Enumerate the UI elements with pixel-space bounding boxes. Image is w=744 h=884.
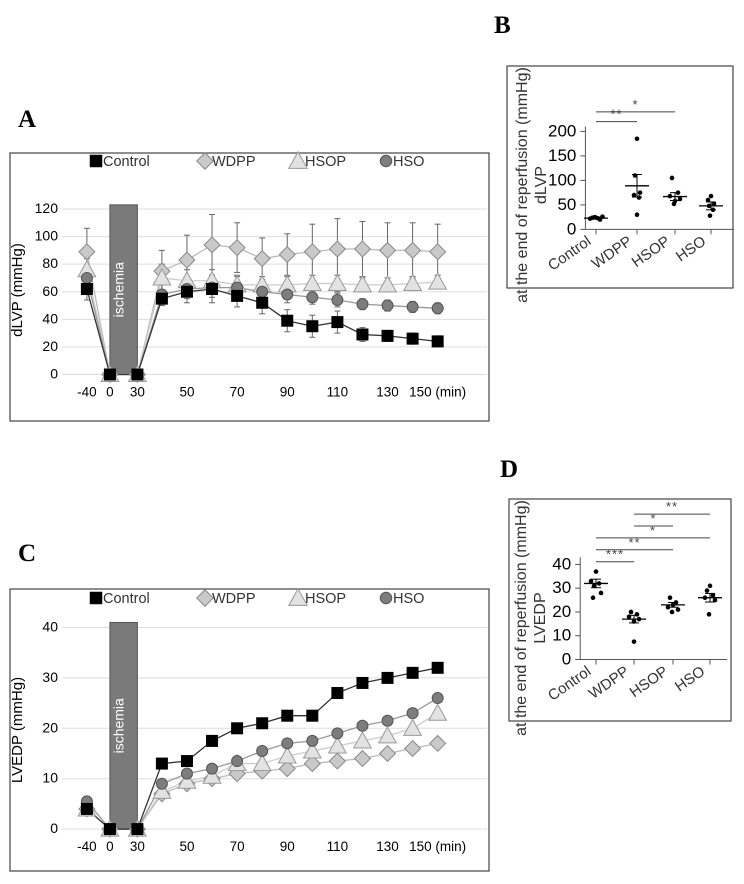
svg-text:at the end of reperfusion (mmH: at the end of reperfusion (mmHg): [513, 500, 530, 736]
svg-text:200: 200: [548, 121, 576, 140]
svg-text:**: **: [666, 499, 678, 514]
svg-text:at the end of reperfusion (mmH: at the end of reperfusion (mmHg): [514, 67, 531, 303]
svg-text:30: 30: [42, 669, 58, 685]
svg-text:130: 130: [376, 385, 399, 400]
svg-text:40: 40: [42, 310, 58, 326]
svg-text:60: 60: [42, 283, 58, 299]
svg-text:HSOP: HSOP: [627, 663, 672, 701]
svg-text:40: 40: [552, 554, 571, 573]
svg-text:110: 110: [327, 385, 349, 400]
svg-text:**: **: [610, 107, 622, 122]
svg-text:**: **: [628, 535, 640, 550]
svg-text:10: 10: [42, 770, 58, 786]
svg-text:0: 0: [562, 650, 571, 669]
svg-text:50: 50: [179, 385, 194, 400]
svg-text:Control: Control: [103, 154, 150, 170]
svg-text:50: 50: [557, 195, 576, 214]
svg-text:ischemia: ischemia: [111, 262, 127, 317]
svg-text:HSO: HSO: [672, 663, 708, 696]
svg-text:WDPP: WDPP: [589, 233, 636, 273]
svg-text:0: 0: [50, 820, 58, 836]
svg-text:100: 100: [35, 228, 59, 244]
svg-text:ischemia: ischemia: [111, 698, 127, 753]
svg-text:70: 70: [230, 839, 245, 854]
svg-text:Control: Control: [103, 591, 150, 607]
svg-text:***: ***: [606, 547, 624, 562]
svg-text:120: 120: [35, 200, 59, 216]
svg-text:HSO: HSO: [673, 233, 709, 266]
svg-text:*: *: [632, 97, 638, 112]
svg-text:80: 80: [42, 255, 58, 271]
svg-text:100: 100: [548, 170, 576, 189]
svg-text:WDPP: WDPP: [212, 591, 256, 607]
svg-text:HSO: HSO: [393, 154, 424, 170]
svg-text:90: 90: [280, 385, 295, 400]
svg-text:Control: Control: [545, 663, 594, 705]
svg-text:0: 0: [106, 385, 114, 400]
svg-text:20: 20: [42, 719, 58, 735]
svg-text:LVEDP: LVEDP: [532, 592, 549, 643]
svg-text:HSOP: HSOP: [629, 233, 674, 271]
svg-text:150 (min): 150 (min): [409, 385, 466, 400]
svg-text:0: 0: [106, 839, 114, 854]
svg-text:Control: Control: [545, 233, 594, 275]
svg-text:HSO: HSO: [393, 591, 424, 607]
svg-text:20: 20: [42, 338, 58, 354]
svg-text:20: 20: [552, 602, 571, 621]
svg-text:30: 30: [130, 385, 145, 400]
svg-text:HSOP: HSOP: [305, 154, 346, 170]
svg-text:10: 10: [552, 626, 571, 645]
svg-text:LVEDP (mmHg): LVEDP (mmHg): [9, 677, 26, 783]
svg-text:WDPP: WDPP: [212, 154, 256, 170]
svg-text:70: 70: [230, 385, 245, 400]
svg-text:0: 0: [567, 219, 576, 238]
svg-text:130: 130: [376, 839, 399, 854]
svg-text:-40: -40: [77, 839, 97, 854]
svg-text:WDPP: WDPP: [586, 663, 633, 703]
svg-text:50: 50: [179, 839, 194, 854]
svg-text:150: 150: [548, 146, 576, 165]
svg-text:150 (min): 150 (min): [409, 839, 466, 854]
svg-text:30: 30: [552, 578, 571, 597]
svg-text:-40: -40: [77, 385, 97, 400]
svg-text:dLVP: dLVP: [533, 166, 550, 204]
svg-text:110: 110: [327, 839, 349, 854]
svg-text:90: 90: [280, 839, 295, 854]
svg-text:40: 40: [42, 619, 58, 635]
svg-text:30: 30: [130, 839, 145, 854]
svg-text:*: *: [650, 511, 656, 526]
svg-text:0: 0: [50, 366, 58, 382]
svg-text:dLVP (mmHg): dLVP (mmHg): [9, 243, 26, 337]
svg-text:HSOP: HSOP: [305, 591, 346, 607]
